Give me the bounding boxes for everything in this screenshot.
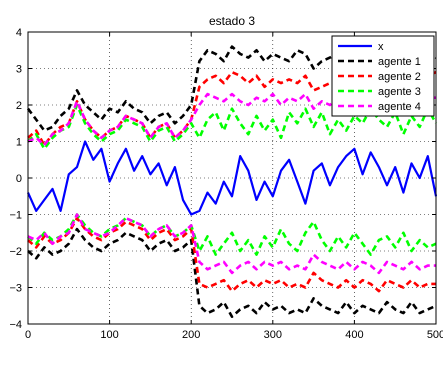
legend-label-agente-1: agente 1 xyxy=(378,56,421,68)
legend-label-agente-2: agente 2 xyxy=(378,71,421,83)
series-layer xyxy=(26,45,438,319)
series-line-agente-1-1 xyxy=(26,45,437,132)
x-tick-label: 100 xyxy=(100,329,118,341)
y-tick-label: −4 xyxy=(9,319,22,331)
legend-label-agente-4: agente 4 xyxy=(378,101,421,113)
y-tick-label: 1 xyxy=(16,137,22,149)
y-tick-label: 0 xyxy=(16,173,22,185)
x-tick-label: 500 xyxy=(427,329,443,341)
x-tick-label: 0 xyxy=(25,329,31,341)
y-tick-label: −1 xyxy=(9,210,22,222)
series-line-x-0 xyxy=(26,140,438,216)
series-line-agente-3-3 xyxy=(27,103,438,151)
y-tick-label: 2 xyxy=(16,100,22,112)
x-tick-label: 200 xyxy=(182,329,200,341)
legend-label-x: x xyxy=(378,41,384,53)
tick-layer: 0 100 200 300 400 500 −4 −3 −2 −1 0 1 2 3 4 xyxy=(9,27,443,341)
legend: x agente 1 agente 2 agente 3 agente 4 xyxy=(331,35,435,117)
x-tick-label: 400 xyxy=(345,329,363,341)
chart-title: estado 3 xyxy=(209,14,255,28)
y-tick-label: 3 xyxy=(16,64,22,76)
x-tick-label: 300 xyxy=(264,329,282,341)
series-line-agente-1-5 xyxy=(27,227,437,319)
y-tick-label: −3 xyxy=(9,283,22,295)
y-tick-label: 4 xyxy=(16,27,22,39)
legend-label-agente-3: agente 3 xyxy=(378,86,421,98)
series-line-agente-4-8 xyxy=(27,213,436,275)
series-line-agente-3-7 xyxy=(27,213,437,256)
series-line-agente-2-6 xyxy=(27,216,436,293)
y-tick-label: −2 xyxy=(9,246,22,258)
